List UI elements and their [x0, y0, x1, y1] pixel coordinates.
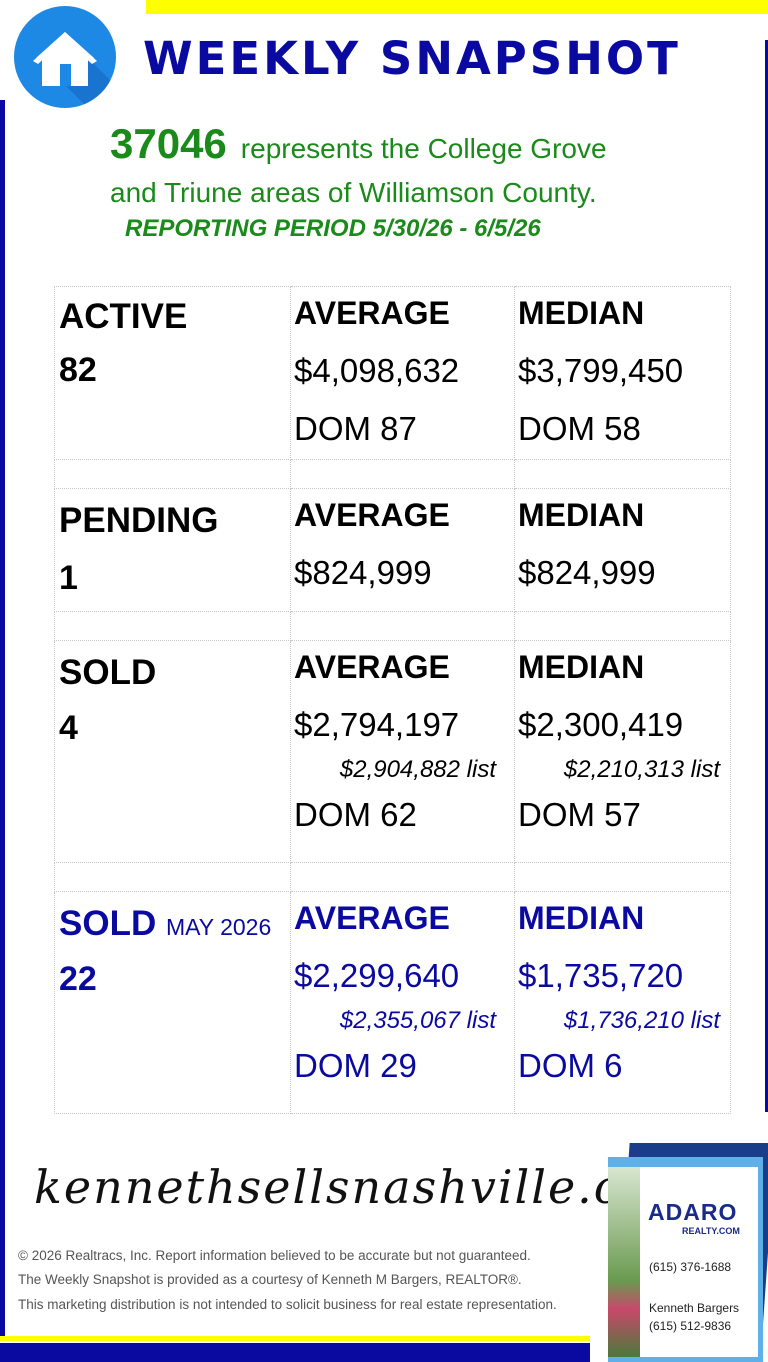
right-blue-rule — [765, 40, 768, 1112]
pending-average-price: $824,999 — [294, 554, 432, 591]
agent-phone: (615) 512-9836 — [649, 1319, 732, 1333]
sold-average-list: $2,904,882 list — [339, 756, 496, 783]
active-average-header: AVERAGE — [294, 295, 450, 331]
sold-average-dom: DOM 62 — [294, 796, 417, 833]
sold-month-period: MAY 2026 — [165, 914, 272, 940]
intro-line2: and Triune areas of Williamson County. — [110, 177, 597, 208]
sold-label: SOLD — [59, 653, 157, 692]
sold-month-median-dom: DOM 6 — [518, 1047, 623, 1084]
sold-row: SOLD 4 AVERAGE $2,794,197 $2,904,882 lis… — [54, 640, 731, 863]
sold-month-label: SOLD — [59, 904, 157, 943]
agent-name: Kenneth Bargers — [649, 1301, 740, 1315]
sold-average-header: AVERAGE — [294, 649, 450, 685]
sold-month-average-price: $2,299,640 — [294, 957, 460, 994]
disclaimer-line1: © 2026 Realtracs, Inc. Report informatio… — [18, 1248, 531, 1263]
bottom-blue-bar — [0, 1343, 590, 1362]
intro: 37046 represents the College Grove and Tr… — [110, 118, 730, 243]
sold-month-average-header: AVERAGE — [294, 900, 450, 936]
pending-median-header: MEDIAN — [518, 497, 645, 533]
pending-average-header: AVERAGE — [294, 497, 450, 533]
left-blue-rule — [0, 100, 5, 1338]
pending-count: 1 — [59, 559, 78, 597]
pending-label: PENDING — [59, 501, 219, 540]
active-average-dom: DOM 87 — [294, 410, 417, 447]
active-row: ACTIVE 82 AVERAGE $4,098,632 DOM 87 MEDI… — [54, 286, 731, 460]
intro-line1: represents the College Grove — [240, 133, 607, 164]
pending-median-price: $824,999 — [518, 554, 656, 591]
page-title: WEEKLY SNAPSHOT — [143, 32, 681, 85]
sold-month-median-price: $1,735,720 — [518, 957, 684, 994]
office-phone: (615) 376-1688 — [649, 1260, 732, 1274]
sold-month-average-list: $2,355,067 list — [339, 1007, 496, 1034]
sold-month-count: 22 — [59, 960, 97, 998]
sold-median-dom: DOM 57 — [518, 796, 641, 833]
sold-month-row: SOLD MAY 2026 22 AVERAGE $2,299,640 $2,3… — [54, 891, 731, 1114]
active-median-header: MEDIAN — [518, 295, 645, 331]
sold-median-list: $2,210,313 list — [563, 756, 720, 783]
website-link[interactable]: kennethsellsnashville.com — [34, 1160, 697, 1214]
stats-table: ACTIVE 82 AVERAGE $4,098,632 DOM 87 MEDI… — [54, 286, 731, 1114]
brand-logo: ADARO — [648, 1199, 738, 1225]
disclaimer-line2: The Weekly Snapshot is provided as a cou… — [18, 1272, 522, 1287]
top-yellow-bar — [146, 0, 768, 14]
disclaimer-line3: This marketing distribution is not inten… — [18, 1297, 557, 1312]
house-icon — [14, 6, 116, 108]
house-photo — [608, 1167, 642, 1357]
pending-row: PENDING 1 AVERAGE $824,999 MEDIAN $824,9… — [54, 488, 731, 612]
sold-count: 4 — [59, 709, 78, 747]
active-average-price: $4,098,632 — [294, 352, 460, 389]
sold-median-price: $2,300,419 — [518, 706, 684, 743]
sold-month-average-dom: DOM 29 — [294, 1047, 417, 1084]
sold-month-median-list: $1,736,210 list — [563, 1007, 720, 1034]
active-label: ACTIVE — [59, 297, 188, 336]
reporting-period: REPORTING PERIOD 5/30/26 - 6/5/26 — [125, 215, 541, 242]
sold-median-header: MEDIAN — [518, 649, 645, 685]
bottom-yellow-bar — [0, 1336, 590, 1341]
zip-code: 37046 — [110, 120, 227, 167]
business-card: ADARO REALTY.COM (615) 376-1688 Kenneth … — [600, 1143, 768, 1362]
sold-average-price: $2,794,197 — [294, 706, 460, 743]
active-median-dom: DOM 58 — [518, 410, 641, 447]
sold-month-median-header: MEDIAN — [518, 900, 645, 936]
brand-sub: REALTY.COM — [682, 1226, 740, 1236]
active-count: 82 — [59, 351, 97, 389]
active-median-price: $3,799,450 — [518, 352, 684, 389]
card-panel — [640, 1167, 758, 1357]
